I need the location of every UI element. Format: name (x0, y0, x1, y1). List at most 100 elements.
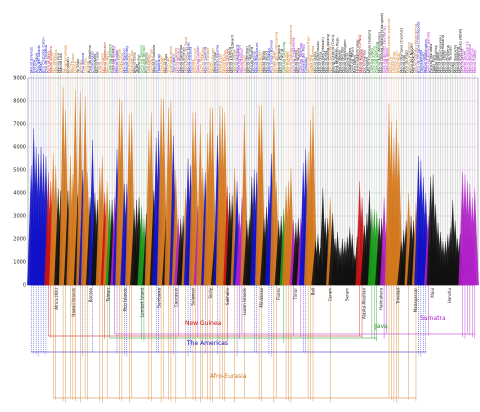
peak-label: Mount Hkakabo Razi (306, 36, 310, 73)
peak-label: Chimborazo (91, 51, 95, 73)
region-label: The Americas (186, 340, 228, 347)
peak-label: Pico de Orizaba (44, 45, 48, 73)
peak-label: Mount Tabwemasana (441, 35, 445, 73)
peak-label: Kebnekaise (346, 52, 350, 73)
peak-label: Denali (39, 62, 43, 73)
peak-mark (470, 188, 479, 286)
y-tick-label: 7000 (13, 122, 26, 128)
peak-label: Mount Balbi (436, 52, 440, 73)
peak-label: Illimani (154, 60, 158, 73)
peak-label: Gunung Merapi (142, 45, 146, 73)
peak-label: Mauna Loa (59, 53, 63, 73)
island-label: Flores (276, 288, 281, 300)
peak-label: Mount Kosciuszko (NSW) (458, 28, 462, 73)
peak-label: Pico Cristobal Colon (42, 37, 46, 73)
island-label: Trinidad (396, 288, 401, 305)
peak-label: Mount Kinabalu (152, 45, 156, 73)
peak-label: Mount Kirkpatrick (466, 40, 470, 73)
peak-label: Mount Kenya (54, 50, 58, 73)
peak-label: Maromokotro (412, 49, 416, 73)
peak-label: Dhaulagiri (159, 55, 163, 73)
island-label: Sicily (208, 287, 213, 298)
peak-label: Mount Cook (96, 51, 100, 73)
peak-label: Mount Saramati (328, 44, 332, 73)
peak-label: Mauna Kea (56, 53, 60, 73)
peak-label: Namcha Barwa (311, 46, 315, 73)
peak-label: Mount Tambora (277, 45, 281, 73)
peak-label: Blue Mountain Peak (336, 37, 340, 73)
y-tick-label: 0 (23, 283, 26, 289)
peak-label: Haramosh (243, 55, 247, 73)
peak-label: Mount Tyree (463, 50, 467, 73)
peak-label: Puncak Trikora (250, 47, 254, 73)
island-label: Halmahera (379, 287, 384, 310)
peak-label: Gunung Kerinci (Jambi) (426, 31, 430, 73)
peak-label: Mount Markham (468, 43, 472, 73)
peak-label: Elbrus (69, 62, 73, 73)
peak-label: Ararat (98, 61, 102, 73)
peak-label: Mount Ruwenzori (103, 42, 107, 73)
peak-label: Mount Rainier (123, 47, 127, 73)
peak-label: Noshaq (191, 59, 195, 73)
peak-label: Mount Blackburn (255, 43, 259, 73)
peak-label: Mount Lucania (189, 47, 193, 73)
peak-label: Damavand (100, 53, 104, 73)
peak-label: Pico Turquino (333, 49, 337, 73)
peak-label: Aconcagua (34, 53, 38, 73)
peak-label: Mont Blanc du Tacul (184, 37, 188, 73)
peak-label: Pik Pobedy (127, 53, 131, 73)
peak-label: Mount Victoria (Chin) (331, 34, 335, 73)
y-tick-label: 8000 (13, 99, 26, 105)
peak-label: Mount Giluwe (225, 48, 229, 73)
peak-label: Mount Hood (265, 51, 269, 73)
peak-label: Mount Shasta (267, 48, 271, 73)
island-label: Taiwan (105, 288, 110, 303)
peak-label: Mount Stanley (Margherita) (414, 23, 418, 73)
peak-label: Mount Saint Elias (186, 42, 190, 73)
island-label: Luzon Islands (242, 288, 247, 315)
peak-label: Mount Dulang-dulang (326, 34, 330, 73)
peak-label: Gunung Leuser (196, 45, 200, 73)
peak-label: Mount Sidley (473, 49, 477, 73)
peak-label: Tirich Mir (167, 56, 171, 74)
peak-label: Puncak Mandala (429, 44, 433, 73)
peak-label: Saltoro Kangri (211, 48, 215, 73)
peak-label: Hvannadalshnukur (355, 39, 359, 73)
peak-label: Manaslu (162, 58, 166, 73)
peak-label: Kilimanjaro (51, 53, 55, 73)
peak-label: Pico da Neblina (88, 45, 92, 73)
peak-label: Mount Waddington (424, 39, 428, 73)
peak-label: Mount Meru (105, 52, 109, 73)
peak-label: Mount Logan (115, 50, 119, 73)
region-label: Java (374, 323, 388, 330)
peak-label: Makalu (78, 60, 82, 73)
peak-label: Kawagebo (147, 54, 151, 73)
island-label: Pico Islands (122, 288, 127, 311)
island-label: Sulawesi (191, 288, 196, 306)
peak-label: Gunung Semeru (108, 44, 112, 73)
peak-label: Mount Wilhelm (49, 46, 53, 73)
peak-label: Mount Tahat (262, 50, 266, 73)
y-axis: 0 1000 2000 3000 4000 5000 6000 7000 8000 9000 (13, 76, 26, 289)
peak-label: Kinabalu (66, 57, 70, 73)
island-label: Madagascar (413, 288, 418, 313)
peak-label: Mount Silisili (444, 50, 448, 73)
peak-label: Mount Halla (314, 51, 318, 73)
peak-label: Annapurna (120, 53, 124, 73)
peak-label: Mount Etna (132, 52, 136, 73)
peak-label: Gunung Dempo (238, 45, 242, 73)
peak-label: Mount Kinabalu (Sabah) (368, 29, 372, 73)
peak-label: Gunung Arjuno (373, 46, 377, 73)
peak-label: Mount Kazbek (174, 47, 178, 73)
y-tick-label: 2000 (13, 237, 26, 243)
peak-label: Vinson Massif (461, 48, 465, 73)
peak-label: Mount Albert Edward (230, 35, 234, 73)
peak-label: Gongga Shan (150, 49, 154, 73)
peak-label: Vinson (86, 61, 90, 73)
peak-label: Kongur Tagh (272, 51, 276, 73)
peak-label: Mont Blanc (71, 53, 75, 73)
island-label: Lombok Island (139, 288, 144, 317)
y-tick-label: 9000 (13, 76, 26, 82)
peak-label: Mount Victoria (228, 47, 232, 73)
peak-label: Mount Cameroon (407, 42, 411, 73)
